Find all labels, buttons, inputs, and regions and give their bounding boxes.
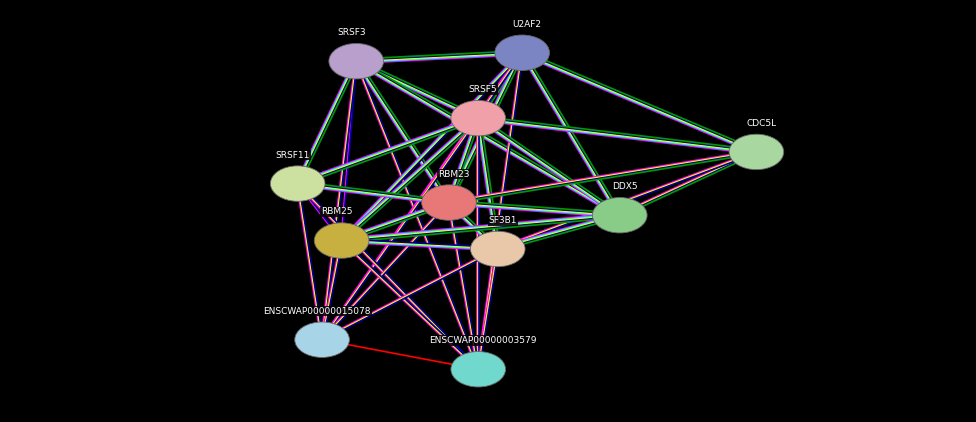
- Text: SF3B1: SF3B1: [488, 216, 517, 225]
- Ellipse shape: [451, 352, 506, 387]
- Ellipse shape: [295, 322, 349, 357]
- Text: SRSF11: SRSF11: [275, 151, 310, 160]
- Text: DDX5: DDX5: [612, 182, 637, 191]
- Text: U2AF2: U2AF2: [512, 20, 542, 29]
- Text: ENSCWAP00000015078: ENSCWAP00000015078: [264, 307, 371, 316]
- Ellipse shape: [495, 35, 549, 70]
- Ellipse shape: [470, 231, 525, 267]
- Ellipse shape: [329, 43, 384, 79]
- Ellipse shape: [729, 134, 784, 170]
- Ellipse shape: [451, 100, 506, 136]
- Text: ENSCWAP00000003579: ENSCWAP00000003579: [429, 336, 537, 345]
- Text: RBM25: RBM25: [321, 208, 352, 216]
- Text: SRSF5: SRSF5: [468, 85, 498, 94]
- Text: SRSF3: SRSF3: [337, 28, 366, 37]
- Ellipse shape: [314, 223, 369, 258]
- Ellipse shape: [592, 197, 647, 233]
- Text: RBM23: RBM23: [438, 170, 469, 179]
- Text: CDC5L: CDC5L: [747, 119, 776, 128]
- Ellipse shape: [270, 166, 325, 201]
- Ellipse shape: [422, 185, 476, 220]
